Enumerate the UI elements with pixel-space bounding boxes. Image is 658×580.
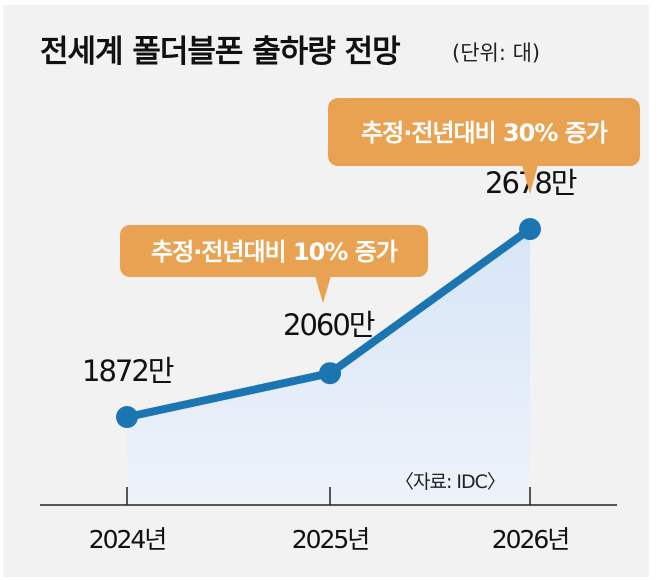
data-label: 1872만 [82, 354, 174, 388]
data-point [519, 218, 541, 241]
x-tick-label: 2026년 [492, 525, 569, 554]
unit-label: (단위: 대) [452, 41, 540, 65]
callout-2: 추정·전년대비 30% 증가 [328, 98, 640, 195]
callout-text: 추정·전년대비 30% 증가 [361, 119, 608, 147]
callout-text: 추정·전년대비 10% 증가 [151, 238, 398, 266]
data-point [319, 362, 341, 385]
callout-box [328, 98, 640, 166]
data-point [116, 406, 138, 429]
callout-pointer [522, 165, 538, 195]
area-fill [127, 229, 530, 505]
x-tick-label: 2024년 [89, 525, 166, 554]
chart-title: 전세계 폴더블폰 출하량 전망 [40, 34, 400, 70]
callout-1: 추정·전년대비 10% 증가 [120, 225, 428, 304]
data-label: 2060만 [283, 308, 375, 342]
callout-box [120, 225, 428, 277]
x-tick-label: 2025년 [292, 525, 369, 554]
source-label: 〈자료: IDC〉 [395, 471, 505, 493]
callout-pointer [315, 276, 331, 304]
